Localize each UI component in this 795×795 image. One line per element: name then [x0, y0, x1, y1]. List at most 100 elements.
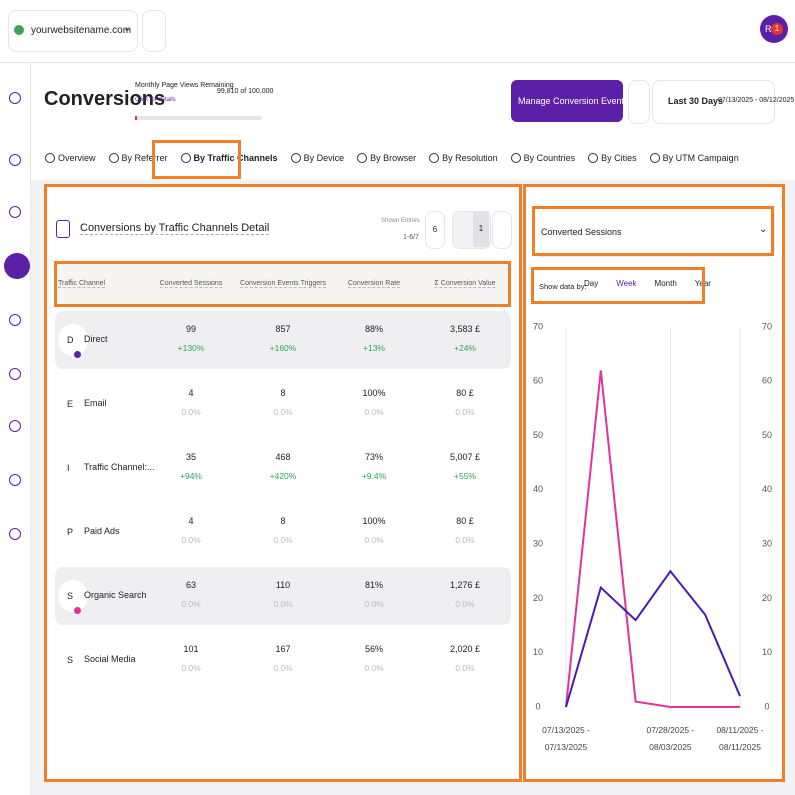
current-page[interactable]: 1: [473, 211, 489, 247]
period[interactable]: Week: [610, 272, 643, 295]
cell-change: 0.0%: [455, 407, 475, 417]
badge: 1: [771, 23, 783, 35]
sidebar: [0, 62, 31, 795]
details-link[interactable]: Click for details: [135, 97, 176, 103]
cell-change: 0.0%: [181, 407, 201, 417]
cell-value: 101: [183, 644, 199, 654]
tab-label: By Countries: [523, 153, 576, 163]
y2-tick-label: 10: [762, 647, 772, 657]
metric-select[interactable]: [533, 207, 775, 257]
cell-change: 0.0%: [181, 599, 201, 609]
y2-tick-label: 0: [764, 701, 769, 711]
cell-change: 0.0%: [455, 535, 475, 545]
quota-value: 99,810 of 100,000: [217, 88, 274, 95]
highlight: [44, 184, 522, 782]
tab[interactable]: By Resolution: [429, 153, 498, 163]
cell-change: +55%: [454, 471, 476, 481]
open-site-button[interactable]: [142, 10, 166, 52]
tab[interactable]: By Cities: [588, 153, 637, 163]
tabs: Overview By Referrer By Traffic Channels By…: [45, 153, 739, 163]
row-initial: I: [58, 452, 88, 484]
next-page[interactable]: [492, 211, 512, 249]
row-initial: S: [58, 580, 88, 612]
cell-value: 110: [275, 580, 291, 590]
tab-label: Overview: [58, 153, 96, 163]
nav-item[interactable]: [9, 528, 21, 540]
tab-label: By Referrer: [121, 153, 168, 163]
nav-item-active[interactable]: [4, 253, 30, 279]
row-dot: [74, 351, 81, 358]
tab[interactable]: By Referrer: [108, 153, 168, 163]
nav-item[interactable]: [9, 368, 21, 380]
nav-item[interactable]: [9, 206, 21, 218]
tab-icon: [429, 153, 440, 163]
cell-value: 1,276 £: [449, 580, 481, 590]
cell-value: 100%: [362, 516, 386, 526]
tab-icon: [510, 153, 521, 163]
nav-item[interactable]: [9, 154, 21, 166]
y2-tick-label: 50: [762, 430, 772, 440]
manage-button[interactable]: Manage Conversion Events: [511, 80, 629, 122]
nav-item[interactable]: [9, 314, 21, 326]
site-selector[interactable]: [8, 10, 138, 52]
column-header[interactable]: Σ Conversion Value: [434, 280, 496, 288]
y2-tick-label: 70: [762, 321, 772, 331]
period[interactable]: Month: [654, 279, 677, 288]
cell-change: 0.0%: [364, 535, 384, 545]
table-title: Conversions by Traffic Channels Detail: [80, 222, 270, 235]
row-initial: P: [58, 516, 88, 548]
date-range[interactable]: [652, 80, 775, 124]
cell-value: 8: [280, 388, 286, 398]
cell-value: 3,583 £: [449, 324, 481, 334]
nav-item[interactable]: [9, 420, 21, 432]
cell-value: 88%: [364, 324, 384, 334]
cell-change: 0.0%: [273, 535, 293, 545]
cell-value: 100%: [362, 388, 386, 398]
y-tick-label: 50: [533, 430, 543, 440]
row-initial: D: [58, 324, 88, 356]
y2-tick-label: 20: [762, 593, 772, 603]
y-tick-label: 30: [533, 539, 543, 549]
tab-icon: [290, 153, 301, 163]
period[interactable]: Day: [584, 279, 599, 288]
cell-value: 63: [185, 580, 197, 590]
tab-icon: [108, 153, 119, 163]
tab[interactable]: By Traffic Channels: [180, 153, 278, 163]
row-initial: S: [58, 644, 88, 676]
tab-icon: [45, 153, 55, 163]
cell-value: 8: [280, 516, 286, 526]
cell-change: +94%: [180, 471, 202, 481]
y-tick-label: 70: [533, 321, 543, 331]
column-header[interactable]: Conversion Events Triggers: [240, 280, 326, 288]
nav-item[interactable]: [9, 92, 21, 104]
tab-label: By Resolution: [442, 153, 498, 163]
chevron: ⌄: [759, 224, 768, 235]
refresh-button[interactable]: [628, 80, 650, 124]
row-bg: [55, 567, 511, 625]
cell-change: 0.0%: [181, 663, 201, 673]
column-header[interactable]: Conversion Rate: [347, 280, 401, 288]
highlight: [54, 261, 511, 307]
tab[interactable]: By Browser: [357, 153, 416, 163]
tab[interactable]: By Countries: [510, 153, 576, 163]
show-by-label: Show data by:: [539, 282, 587, 291]
tab[interactable]: By UTM Campaign: [649, 153, 739, 163]
x-tick-label: 07/13/2025 - 07/13/2025: [542, 725, 590, 752]
tab-label: By Traffic Channels: [193, 153, 278, 163]
page-size[interactable]: 6: [425, 211, 445, 249]
y2-tick-label: 30: [762, 539, 772, 549]
y-tick-label: 20: [533, 593, 543, 603]
tab[interactable]: By Device: [290, 153, 344, 163]
tab[interactable]: Overview: [45, 153, 96, 163]
channel-name: Social Media: [84, 654, 136, 664]
cell-value: 81%: [364, 580, 384, 590]
column-header[interactable]: Converted Sessions: [159, 280, 223, 288]
nav-item[interactable]: [9, 474, 21, 486]
divider: [0, 62, 795, 63]
cell-change: 0.0%: [273, 407, 293, 417]
channel-name: Traffic Channel:...: [84, 462, 155, 472]
channel-name: Email: [84, 398, 107, 408]
column-header[interactable]: Traffic Channel: [58, 280, 106, 288]
highlight: [532, 206, 774, 256]
shown-entries-label: Shown Entries: [381, 218, 420, 224]
